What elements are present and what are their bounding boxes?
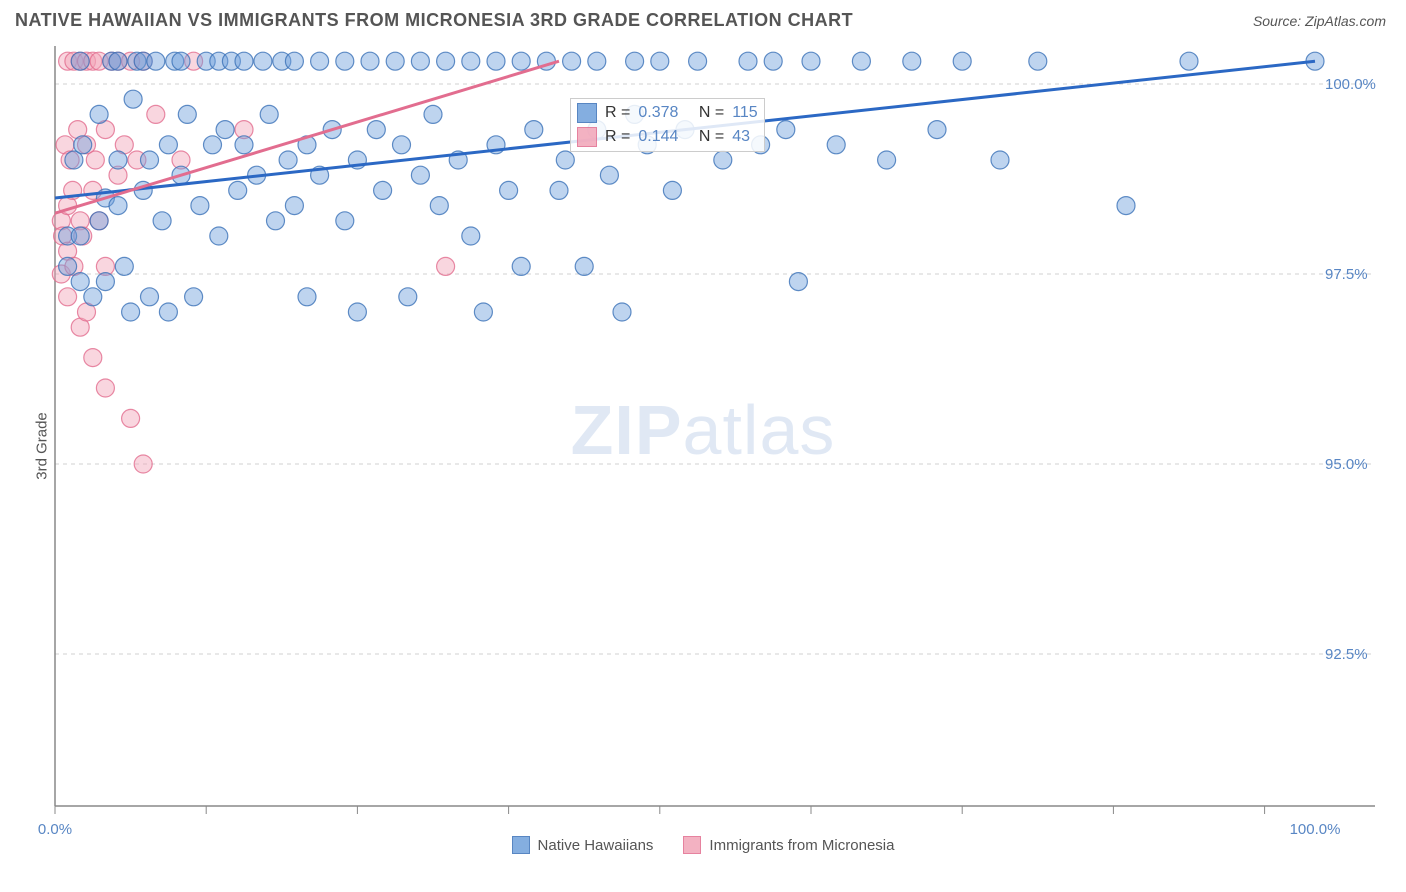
r-label: R = xyxy=(605,104,630,122)
r-value-1: 0.378 xyxy=(638,104,678,122)
legend-label-1: Native Hawaiians xyxy=(538,837,654,854)
page-title: NATIVE HAWAIIAN VS IMMIGRANTS FROM MICRO… xyxy=(15,10,853,31)
r-value-2: 0.144 xyxy=(638,128,678,146)
n-value-1: 115 xyxy=(732,104,758,122)
y-axis-label: 3rd Grade xyxy=(33,412,50,480)
legend-swatch-2 xyxy=(683,836,701,854)
stats-legend-box: R = 0.378 N = 115 R = 0.144 N = 43 xyxy=(570,98,765,152)
svg-text:92.5%: 92.5% xyxy=(1325,646,1368,663)
stats-row-series1: R = 0.378 N = 115 xyxy=(577,101,758,125)
legend-swatch-1 xyxy=(512,836,530,854)
svg-text:100.0%: 100.0% xyxy=(1325,76,1376,93)
legend-label-2: Immigrants from Micronesia xyxy=(709,837,894,854)
n-label: N = xyxy=(699,128,724,146)
stats-swatch-1 xyxy=(577,103,597,123)
n-value-2: 43 xyxy=(732,128,750,146)
svg-text:95.0%: 95.0% xyxy=(1325,456,1368,473)
n-label: N = xyxy=(699,104,724,122)
source-label: Source: ZipAtlas.com xyxy=(1253,13,1386,29)
legend: Native Hawaiians Immigrants from Microne… xyxy=(0,836,1406,854)
scatter-chart: 92.5%95.0%97.5%100.0%0.0%100.0% xyxy=(0,36,1406,842)
legend-item-2: Immigrants from Micronesia xyxy=(683,836,894,854)
r-label: R = xyxy=(605,128,630,146)
stats-swatch-2 xyxy=(577,127,597,147)
stats-row-series2: R = 0.144 N = 43 xyxy=(577,125,758,149)
legend-item-1: Native Hawaiians xyxy=(512,836,654,854)
svg-text:97.5%: 97.5% xyxy=(1325,266,1368,283)
chart-container: 3rd Grade ZIPatlas 92.5%95.0%97.5%100.0%… xyxy=(0,36,1406,856)
